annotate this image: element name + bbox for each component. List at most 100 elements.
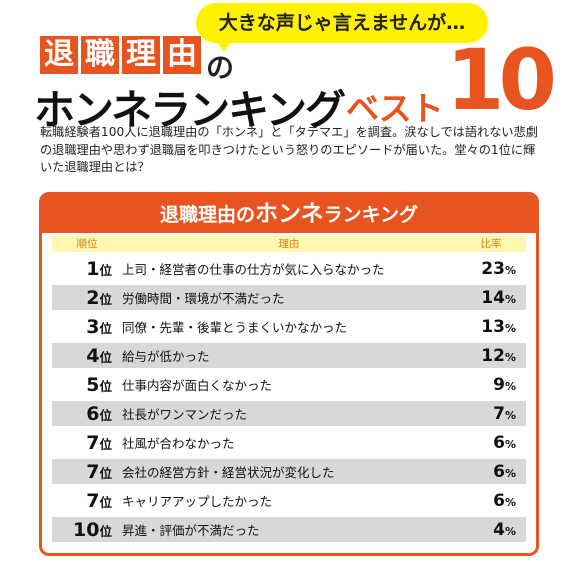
rate-unit: % <box>504 379 516 393</box>
rate-number: 6 <box>493 432 505 453</box>
rate-number: 13 <box>481 316 505 337</box>
col-rate: 比率 <box>480 238 502 250</box>
table-row: 4位 給与が低かった 12% <box>52 343 526 368</box>
rate-number: 12 <box>481 345 505 366</box>
rank-number: 7 <box>86 460 100 483</box>
rate-number: 6 <box>493 490 505 511</box>
rate-cell: 4% <box>456 520 526 540</box>
panel-title-a: 退職理由の <box>160 204 256 226</box>
rank-number: 1 <box>86 257 100 280</box>
reason-cell: 労働時間・環境が不満だった <box>122 291 285 306</box>
table-row: 7位 キャリアアップしたかった 6% <box>52 488 526 513</box>
rate-unit: % <box>504 321 516 335</box>
rank-unit: 位 <box>99 349 112 365</box>
rank-number: 10 <box>73 518 100 541</box>
rate-cell: 23% <box>456 259 526 279</box>
rank-unit: 位 <box>99 407 112 423</box>
title-box-char: 理 <box>122 36 160 74</box>
rank-cell: 7位 <box>52 432 112 454</box>
rank-cell: 5位 <box>52 374 112 396</box>
ranking-table: 順位 理由 比率 1位 上司・経営者の仕事の仕方が気に入らなかった 23% 2位 労働時… <box>52 236 526 546</box>
rate-cell: 9% <box>456 375 526 395</box>
rank-cell: 7位 <box>52 461 112 483</box>
rate-cell: 6% <box>456 491 526 511</box>
rate-cell: 14% <box>456 288 526 308</box>
rate-cell: 13% <box>456 317 526 337</box>
panel-title-c: ランキング <box>323 204 418 226</box>
rank-number: 7 <box>86 431 100 454</box>
rank-number: 2 <box>86 286 100 309</box>
reason-cell: キャリアアップしたかった <box>122 494 273 509</box>
table-row: 5位 仕事内容が面白くなかった 9% <box>52 372 526 397</box>
col-reason: 理由 <box>278 238 300 250</box>
speech-bubble <box>196 3 488 43</box>
rate-unit: % <box>504 466 516 480</box>
table-row: 3位 同僚・先輩・後輩とうまくいかなかった 13% <box>52 314 526 339</box>
table-row: 7位 会社の経営方針・経営状況が変化した 6% <box>52 459 526 484</box>
rate-cell: 6% <box>456 462 526 482</box>
table-row: 10位 昇進・評価が不満だった 4% <box>52 517 526 542</box>
rate-unit: % <box>504 408 516 422</box>
rate-number: 7 <box>493 403 505 424</box>
rank-cell: 3位 <box>52 316 112 338</box>
rate-cell: 6% <box>456 433 526 453</box>
rate-unit: % <box>504 524 516 538</box>
table-row: 7位 社風が合わなかった 6% <box>52 430 526 455</box>
table-row: 1位 上司・経営者の仕事の仕方が気に入らなかった 23% <box>52 256 526 281</box>
rank-cell: 4位 <box>52 345 112 367</box>
rate-cell: 12% <box>456 346 526 366</box>
rate-unit: % <box>504 263 516 277</box>
rank-unit: 位 <box>99 465 112 481</box>
intro-text: 転職経験者100人に退職理由の「ホンネ」と「タテマエ」を調査。涙なしでは語れない… <box>40 125 538 174</box>
title-ten: 10 <box>446 31 557 129</box>
rank-unit: 位 <box>99 436 112 452</box>
title-boxes: 退 職 理 由 <box>40 36 204 74</box>
panel-title: 退職理由のホンネランキング <box>42 195 536 233</box>
table-header: 順位 理由 比率 <box>52 236 526 252</box>
title-best: ベスト <box>346 89 444 128</box>
rate-number: 14 <box>481 287 505 308</box>
rate-number: 6 <box>493 461 505 482</box>
reason-cell: 同僚・先輩・後輩とうまくいかなかった <box>122 320 348 335</box>
rate-unit: % <box>504 437 516 451</box>
rank-cell: 10位 <box>52 519 112 541</box>
rank-number: 3 <box>86 315 100 338</box>
rate-cell: 7% <box>456 404 526 424</box>
rate-number: 4 <box>493 519 505 540</box>
title-main: ホンネランキング <box>34 86 346 134</box>
table-row: 6位 社長がワンマンだった 7% <box>52 401 526 426</box>
rank-cell: 2位 <box>52 287 112 309</box>
rank-unit: 位 <box>99 262 112 278</box>
table-row: 2位 労働時間・環境が不満だった 14% <box>52 285 526 310</box>
rate-unit: % <box>504 350 516 364</box>
rank-number: 5 <box>86 373 100 396</box>
title-box-char: 職 <box>81 36 119 74</box>
rate-unit: % <box>504 292 516 306</box>
panel-title-b: ホンネ <box>255 201 324 227</box>
speech-bubble-tail <box>214 38 234 52</box>
rank-cell: 7位 <box>52 490 112 512</box>
rank-number: 4 <box>86 344 100 367</box>
rank-unit: 位 <box>99 494 112 510</box>
rank-cell: 6位 <box>52 403 112 425</box>
ranking-panel: 退職理由のホンネランキング 順位 理由 比率 1位 上司・経営者の仕事の仕方が気に… <box>39 192 539 556</box>
rank-unit: 位 <box>99 320 112 336</box>
rank-unit: 位 <box>99 378 112 394</box>
speech-bubble-text: 大きな声じゃ言えませんが… <box>218 12 466 34</box>
table-body: 1位 上司・経営者の仕事の仕方が気に入らなかった 23% 2位 労働時間・環境が不満だっ… <box>52 256 526 542</box>
title-box-char: 退 <box>40 36 78 74</box>
reason-cell: 上司・経営者の仕事の仕方が気に入らなかった <box>122 262 385 277</box>
rank-cell: 1位 <box>52 258 112 280</box>
rank-number: 7 <box>86 489 100 512</box>
reason-cell: 給与が低かった <box>122 349 210 364</box>
rank-unit: 位 <box>99 291 112 307</box>
reason-cell: 会社の経営方針・経営状況が変化した <box>122 465 335 480</box>
rate-number: 9 <box>493 374 505 395</box>
rate-unit: % <box>504 495 516 509</box>
col-rank: 順位 <box>76 238 98 250</box>
reason-cell: 仕事内容が面白くなかった <box>122 378 273 393</box>
reason-cell: 昇進・評価が不満だった <box>122 523 260 538</box>
title-particle: の <box>206 51 235 84</box>
reason-cell: 社風が合わなかった <box>122 436 235 451</box>
title-box-char: 由 <box>163 36 201 74</box>
